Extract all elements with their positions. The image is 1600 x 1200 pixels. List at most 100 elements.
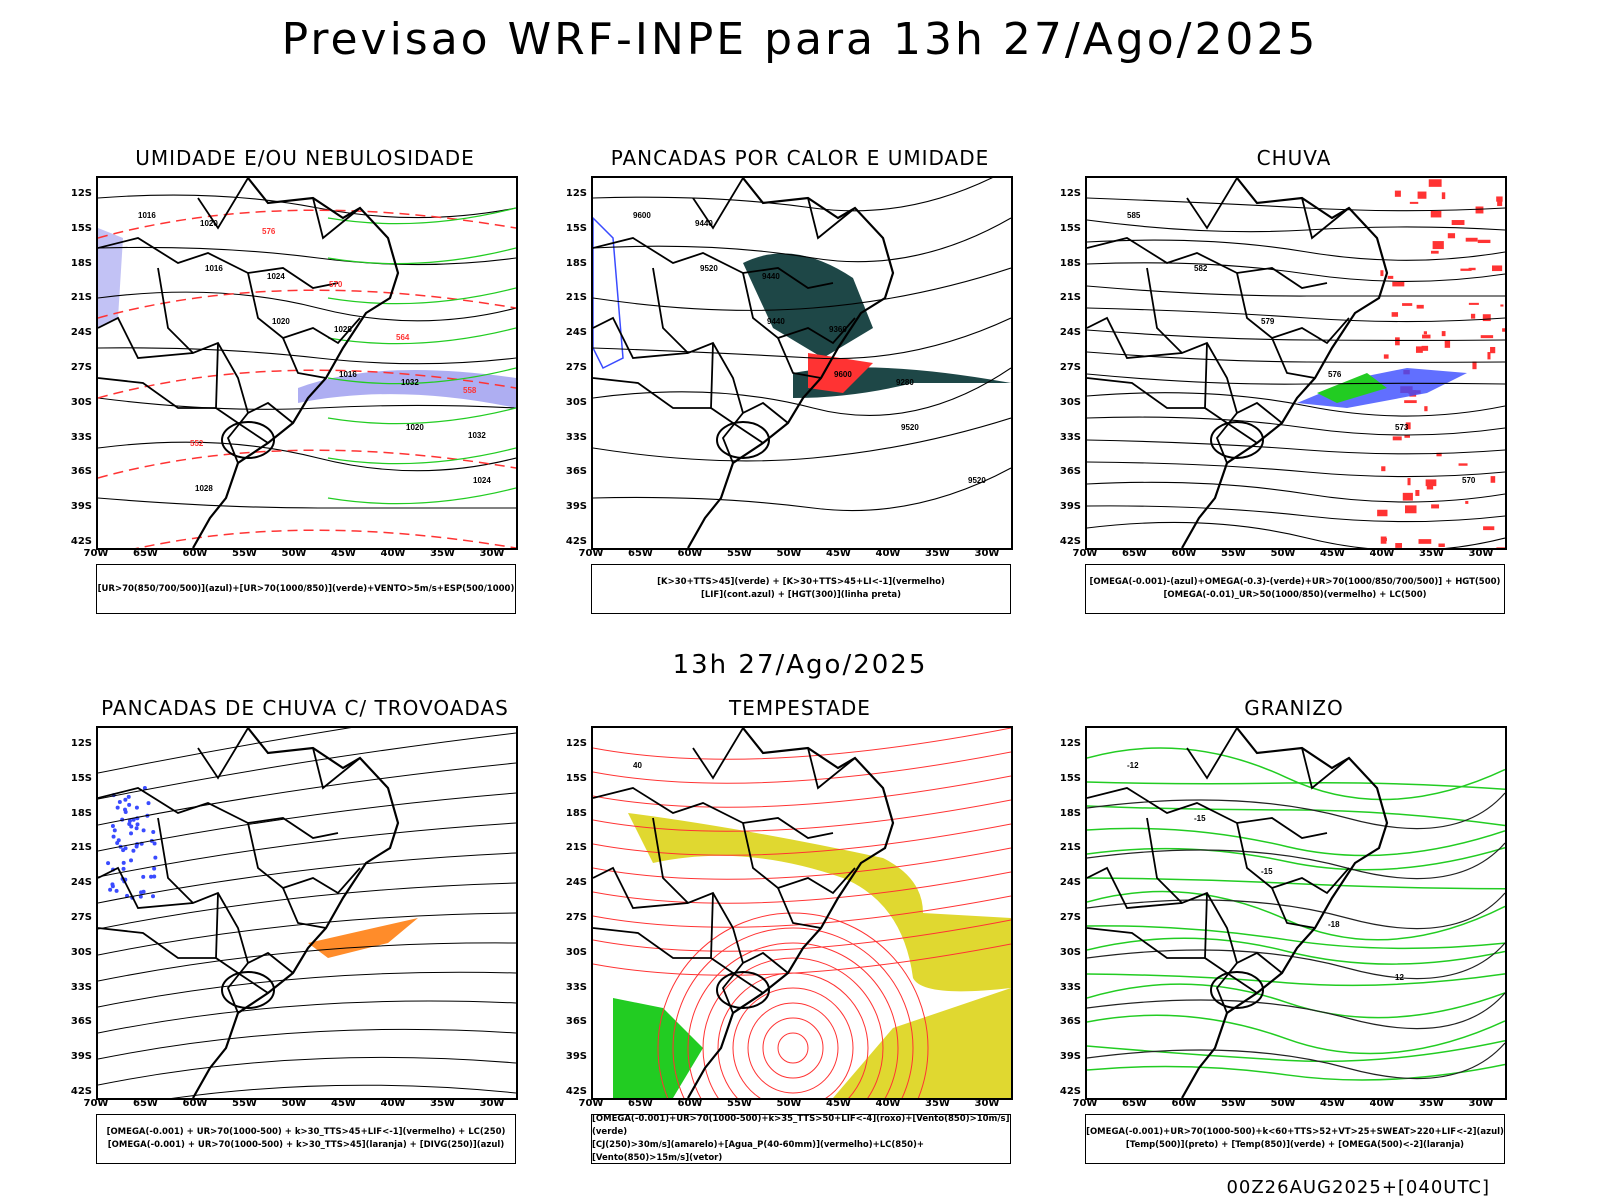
rain-cell [1404,400,1417,404]
lon-tick-label: 50W [281,1098,307,1109]
lat-tick-label: 18S [70,807,92,819]
lon-tick-label: 45W [826,548,851,559]
country-border [247,822,361,895]
rain-cell [1475,206,1484,214]
divergence-dot [142,786,147,791]
country-border [1146,817,1238,964]
lat-tick-label: 15S [70,772,92,784]
streamline [98,792,516,852]
lat-tick-label: 27S [1059,912,1081,923]
rain-cell [1394,190,1401,197]
country-border [1204,892,1258,994]
divergence-dot [141,828,146,833]
rain-cell [1490,346,1496,354]
lat-tick-label: 15S [70,222,92,234]
lat-tick-label: 18S [565,257,587,269]
contour-label: 9440 [767,317,785,326]
temp500-contour [1087,842,1505,880]
legend-line: [OMEGA(-0.01)_UR>50(1000/850)(vermelho) … [1163,590,1427,600]
contour-label: 9440 [695,219,713,228]
lat-tick-label: 39S [565,501,587,513]
contour-label: 552 [190,439,204,448]
contour-line [1087,392,1505,417]
temp850-contour [1087,1063,1505,1081]
streamline [717,972,869,1098]
contour-label: 1028 [334,325,352,334]
lat-tick-label: 12S [565,738,587,749]
jet-area [833,988,1011,1098]
divergence-dot [152,841,157,846]
streamline [98,882,516,930]
rain-cell [1490,476,1496,483]
country-border [1087,787,1328,839]
contour-line [98,194,516,219]
map-canvas: 9600 9520 9440 9600 9520 9520 9440 9440 9360 9280 [593,178,1011,548]
streamline [98,942,516,982]
rain-cell [1383,354,1389,359]
contour-label: 576 [262,227,276,236]
lon-tick-label: 40W [875,1098,901,1109]
thickness-contour [135,529,516,548]
divergence-dot [112,828,117,833]
lon-tick-label: 35W [925,548,950,559]
rain-cell [1477,239,1491,244]
divergence-dot [106,861,111,866]
lat-tick-label: 15S [1059,222,1081,234]
country-border [226,951,294,1014]
streamline [732,987,854,1098]
divergence-dot [131,848,136,853]
contour-label: 9520 [700,264,718,273]
lon-tick-label: 65W [628,548,653,559]
streamline [98,732,516,800]
temp500-contour [1087,892,1505,930]
thunderstorm-area [308,918,418,958]
lat-tick-label: 42S [565,1086,587,1097]
forecast-time-label: 13h 27/Ago/2025 [672,650,928,680]
legend-line: [OMEGA(-0.001) + UR>70(1000-500) + k>30_… [107,1140,505,1150]
country-border [157,267,249,414]
legend-line: [OMEGA(-0.001)+UR>70(1000-500)+k<60+TTS>… [1086,1127,1504,1137]
lon-tick-label: 55W [727,548,752,559]
contour-line [98,497,516,509]
contour-label: 9440 [762,272,780,281]
lon-tick-label: 60W [1171,1098,1197,1109]
temp850-contour [1087,805,1505,827]
lat-tick-label: 33S [1059,981,1081,993]
contour-label: 40 [633,761,642,770]
contour-label: -15 [1194,814,1206,823]
lon-tick-label: 70W [1072,1098,1098,1109]
omega-strong-area [1317,373,1387,403]
country-border [652,817,744,964]
humidity-contour [327,487,516,505]
map-canvas: -12 -15 -15 -18 12 [1087,728,1505,1098]
streamline [777,1032,809,1064]
rain-cell [1423,331,1427,335]
contour-label: 1032 [401,378,419,387]
contour-label: 1016 [205,264,223,273]
lon-tick-label: 55W [1221,1098,1246,1109]
country-border [1186,728,1238,780]
streamline [98,852,516,904]
run-footer: 00Z26AUG2025+[040UTC] [1226,1177,1490,1198]
coastline [716,971,770,1009]
contour-line [98,246,516,266]
coastline [1210,971,1264,1009]
contour-line [1087,351,1505,363]
contour-label: 1020 [200,219,218,228]
contour-label: 1016 [138,211,156,220]
lon-tick-label: 40W [1369,548,1395,559]
country-border [721,401,789,464]
country-border [1087,866,1183,909]
lat-tick-label: 21S [1059,842,1081,854]
lat-tick-label: 15S [1059,772,1081,784]
rain-cell [1402,492,1413,501]
lat-tick-label: 39S [1059,1051,1081,1063]
rain-cell [1416,304,1424,309]
contour-label: 9600 [633,211,651,220]
country-border [312,747,361,790]
rain-cell [1441,192,1446,200]
legend-line: [CJ(250)>30m/s](amarelo)+[Agua_P(40-60mm… [592,1140,925,1163]
lon-tick-label: 30W [974,548,1000,559]
lat-tick-label: 33S [565,431,587,443]
forecast-map: 9600 9520 9440 9600 9520 9520 9440 9440 9360 9280 [591,176,1013,550]
